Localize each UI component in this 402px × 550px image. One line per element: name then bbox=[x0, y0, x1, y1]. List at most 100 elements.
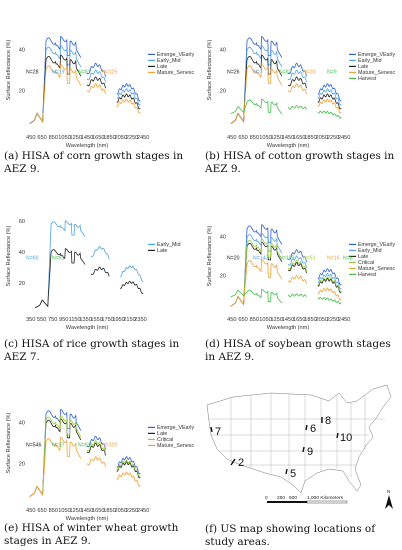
series-line-emerge bbox=[287, 62, 307, 77]
y-tick-label: 20 bbox=[19, 462, 25, 468]
sample-count-label: N=20 bbox=[303, 70, 316, 76]
sample-count-label: N=19 bbox=[52, 70, 65, 76]
sample-count-label: N=8 bbox=[343, 255, 353, 261]
series-line-late bbox=[116, 461, 141, 479]
x-tick-label: 1050 bbox=[259, 135, 271, 141]
sample-count-label: N=199 bbox=[279, 255, 295, 261]
sample-count-label: N=125 bbox=[102, 70, 118, 76]
x-tick-label: 2450 bbox=[137, 508, 149, 514]
series-line-early-mid bbox=[317, 88, 342, 106]
x-axis-label: Wavelength (nm) bbox=[267, 325, 310, 331]
sample-count-label: N=320 bbox=[102, 443, 118, 449]
scale-bar: 0 250 500 1,000 Kilometers bbox=[265, 495, 348, 504]
x-axis-label: Wavelength (nm) bbox=[66, 516, 109, 522]
series-line-mature bbox=[86, 456, 106, 468]
y-tick-label: 20 bbox=[19, 89, 25, 95]
series-line-early-mid bbox=[230, 45, 283, 125]
legend-label: Late bbox=[157, 248, 167, 254]
legend-label: Early_Mid bbox=[157, 242, 181, 248]
series-line-mature bbox=[29, 436, 82, 498]
y-tick-label: 60 bbox=[19, 219, 25, 225]
x-tick-label: 1650 bbox=[92, 508, 104, 514]
site-label-7: 7 bbox=[215, 426, 221, 438]
series-line-early-mid bbox=[287, 69, 307, 83]
sample-count-label: N=20 bbox=[227, 255, 240, 261]
series-line-late bbox=[116, 93, 141, 110]
series-line-mature bbox=[116, 471, 141, 487]
series-line-early-mid bbox=[287, 255, 307, 268]
x-tick-label: 1150 bbox=[69, 317, 81, 323]
x-tick-label: 450 bbox=[227, 317, 236, 323]
x-tick-label: 1450 bbox=[282, 317, 294, 323]
x-tick-label: 1450 bbox=[81, 135, 93, 141]
chart-c: Surface Reflectance (%) Wavelength (nm) 35… bbox=[6, 219, 181, 331]
series-line-late bbox=[29, 418, 82, 498]
series-line-early-mid bbox=[120, 265, 144, 282]
x-tick-label: 2250 bbox=[126, 135, 138, 141]
y-tick-label: 20 bbox=[19, 281, 25, 287]
site-label-10: 10 bbox=[340, 432, 352, 444]
legend-label: Late bbox=[358, 254, 368, 260]
series-line-early-mid bbox=[116, 88, 141, 106]
panel-c: Surface Reflectance (%) Wavelength (nm) 35… bbox=[0, 190, 200, 380]
x-tick-label: 650 bbox=[37, 508, 46, 514]
site-label-2: 2 bbox=[238, 457, 244, 469]
series-line-emerge bbox=[317, 83, 342, 102]
x-tick-label: 450 bbox=[227, 135, 236, 141]
series-line-late bbox=[287, 76, 307, 89]
sample-count-label: N=81 bbox=[78, 70, 91, 76]
y-axis-label: Surface Reflectance (%) bbox=[207, 40, 213, 101]
x-tick-label: 1050 bbox=[259, 317, 271, 323]
caption-f: (f) US map showing locations of study ar… bbox=[205, 523, 376, 548]
sample-count-label: N=7 bbox=[253, 70, 263, 76]
y-tick-label: 40 bbox=[19, 250, 25, 256]
legend-label: Mature_Senesc bbox=[358, 266, 395, 272]
series-line-late bbox=[317, 93, 342, 110]
sample-count-label: N=61 bbox=[78, 443, 91, 449]
legend-label: Late bbox=[157, 64, 167, 70]
chart-d: Surface Reflectance (%) Wavelength (nm) 45… bbox=[207, 224, 395, 331]
y-tick-label: 40 bbox=[19, 420, 25, 426]
series-line-mature bbox=[287, 83, 307, 95]
x-tick-label: 2250 bbox=[327, 135, 339, 141]
x-axis-label: Wavelength (nm) bbox=[66, 325, 109, 331]
series-line-mature bbox=[230, 259, 283, 307]
series-line-harvest bbox=[230, 98, 283, 115]
series-line-emerge bbox=[116, 456, 141, 475]
site-label-8: 8 bbox=[325, 415, 331, 427]
legend-label: Mature_Senesc bbox=[358, 70, 395, 76]
y-tick-label: 40 bbox=[19, 47, 25, 53]
series-line-critical bbox=[317, 276, 342, 292]
series-line-mature bbox=[86, 83, 106, 95]
sample-count-label: N=62 bbox=[279, 70, 292, 76]
north-label: N bbox=[387, 489, 391, 495]
x-tick-label: 450 bbox=[26, 508, 35, 514]
series-line-mature bbox=[116, 98, 141, 114]
chart-a: Surface Reflectance (%) Wavelength (nm) 45… bbox=[6, 35, 194, 149]
sample-count-label: N=26 bbox=[227, 70, 240, 76]
x-tick-label: 1650 bbox=[293, 317, 305, 323]
x-tick-label: 1050 bbox=[58, 135, 70, 141]
legend-label: Early_Mid bbox=[358, 58, 382, 64]
x-tick-label: 1650 bbox=[293, 135, 305, 141]
site-label-5: 5 bbox=[290, 468, 296, 480]
y-tick-label: 20 bbox=[220, 273, 226, 279]
site-label-6: 6 bbox=[310, 423, 316, 435]
legend-label: Early_Mid bbox=[358, 248, 382, 254]
y-tick-label: 40 bbox=[220, 235, 226, 241]
x-axis-label: Wavelength (nm) bbox=[66, 143, 109, 149]
x-tick-label: 1050 bbox=[58, 508, 70, 514]
x-tick-label: 2350 bbox=[134, 317, 146, 323]
x-tick-label: 1250 bbox=[271, 135, 283, 141]
sample-count-label: N=51 bbox=[303, 255, 316, 261]
x-tick-label: 450 bbox=[26, 135, 35, 141]
series-line-emerge bbox=[86, 435, 106, 450]
series-line-critical bbox=[116, 459, 141, 477]
series-line-emerge bbox=[116, 83, 141, 102]
caption-d: (d) HISA of soybean growth stages in AEZ… bbox=[205, 338, 391, 363]
us-map: 6 8 7 10 9 2 5 0 250 500 1,000 Kilometer… bbox=[206, 384, 393, 509]
series-line-late bbox=[119, 280, 144, 294]
chart-e: Surface Reflectance (%) Wavelength (nm) 45… bbox=[6, 408, 194, 522]
x-tick-label: 650 bbox=[238, 317, 247, 323]
series-line-early-mid bbox=[230, 232, 283, 307]
